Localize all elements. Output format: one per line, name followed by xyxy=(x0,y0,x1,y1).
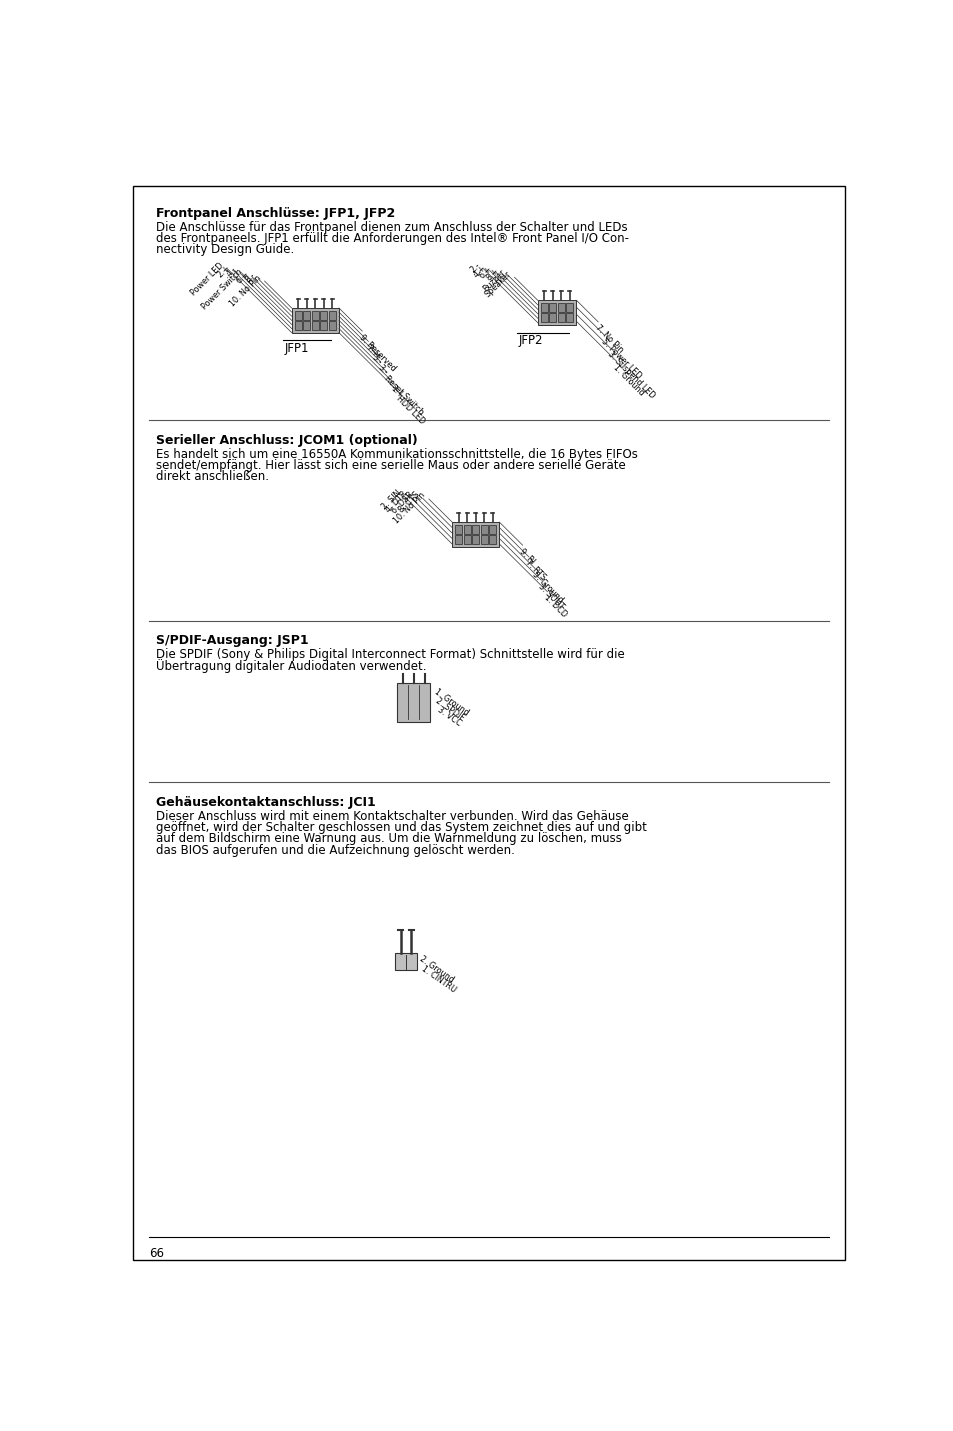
Bar xyxy=(463,535,470,544)
Bar xyxy=(480,535,487,544)
Text: Übertragung digitaler Audiodaten verwendet.: Übertragung digitaler Audiodaten verwend… xyxy=(156,660,427,674)
Text: 9. RI: 9. RI xyxy=(517,547,537,565)
Bar xyxy=(312,321,318,329)
Text: Power Switch: Power Switch xyxy=(200,268,244,311)
Text: Reset Switch: Reset Switch xyxy=(382,373,424,416)
Text: 1. Ground: 1. Ground xyxy=(611,363,646,398)
Bar xyxy=(489,535,496,544)
Text: HDD LED: HDD LED xyxy=(395,395,426,426)
Text: 8. CTS: 8. CTS xyxy=(396,491,420,515)
Text: 6. DSR: 6. DSR xyxy=(389,489,415,515)
Text: 2. SIN: 2. SIN xyxy=(379,488,402,511)
Text: 5.-: 5.- xyxy=(370,353,383,366)
Text: 66: 66 xyxy=(149,1246,164,1259)
Bar xyxy=(566,303,573,312)
Text: 1. Ground: 1. Ground xyxy=(432,687,470,717)
Text: 4. DTR: 4. DTR xyxy=(383,489,408,514)
Text: 2. SPDIF: 2. SPDIF xyxy=(434,695,466,723)
Text: 2. Ground: 2. Ground xyxy=(417,954,456,985)
Text: Power LED: Power LED xyxy=(190,260,226,298)
Text: 7. RTS: 7. RTS xyxy=(523,558,547,582)
Bar xyxy=(294,311,301,319)
Text: 5. Ground: 5. Ground xyxy=(530,570,564,604)
Bar xyxy=(540,303,547,312)
Text: 7. No Pin: 7. No Pin xyxy=(593,323,624,355)
Text: des Frontpaneels. JFP1 erfüllt die Anforderungen des Intel® Front Panel I/O Con-: des Frontpaneels. JFP1 erfüllt die Anfor… xyxy=(156,232,629,245)
Text: Es handelt sich um eine 16550A Kommunikationsschnittstelle, die 16 Bytes FIFOs: Es handelt sich um eine 16550A Kommunika… xyxy=(156,448,638,461)
Text: sendet/empfängt. Hier lässt sich eine serielle Maus oder andere serielle Geräte: sendet/empfängt. Hier lässt sich eine se… xyxy=(156,459,625,472)
Bar xyxy=(540,313,547,322)
Text: 2.+: 2.+ xyxy=(215,263,232,279)
Text: JFP2: JFP2 xyxy=(517,335,542,348)
Bar xyxy=(472,535,478,544)
Text: 3. Suspend LED: 3. Suspend LED xyxy=(605,349,656,401)
Bar xyxy=(397,683,430,721)
Text: Serieller Anschluss: JCOM1 (optional): Serieller Anschluss: JCOM1 (optional) xyxy=(156,434,417,448)
Text: 4.-: 4.- xyxy=(224,265,238,279)
Text: 1. DCD: 1. DCD xyxy=(542,594,568,620)
Text: 3. VCC: 3. VCC xyxy=(436,705,462,728)
Bar xyxy=(452,522,498,547)
Text: nectivity Design Guide.: nectivity Design Guide. xyxy=(156,243,294,256)
Bar xyxy=(329,321,335,329)
Bar xyxy=(312,311,318,319)
Bar xyxy=(480,525,487,534)
Bar xyxy=(558,313,564,322)
Text: 2.-: 2.- xyxy=(468,260,481,275)
Text: 7.+: 7.+ xyxy=(363,343,379,359)
Text: 8.+: 8.+ xyxy=(484,266,500,282)
Text: Frontpanel Anschlüsse: JFP1, JFP2: Frontpanel Anschlüsse: JFP1, JFP2 xyxy=(156,207,395,220)
Bar xyxy=(455,525,461,534)
Bar xyxy=(549,303,556,312)
Text: JFP1: JFP1 xyxy=(284,342,309,355)
Text: 3.-: 3.- xyxy=(375,363,389,378)
Bar xyxy=(320,321,327,329)
Bar xyxy=(303,311,310,319)
Bar xyxy=(320,311,327,319)
Text: 5. Power LED: 5. Power LED xyxy=(598,336,642,381)
Bar xyxy=(329,311,335,319)
Bar xyxy=(566,313,573,322)
Text: Die SPDIF (Sony & Philips Digital Interconnect Format) Schnittstelle wird für di: Die SPDIF (Sony & Philips Digital Interc… xyxy=(156,648,624,661)
Bar xyxy=(549,313,556,322)
Text: 1. CINTRU: 1. CINTRU xyxy=(419,964,456,995)
Bar xyxy=(489,525,496,534)
Bar xyxy=(292,308,338,332)
Bar xyxy=(303,321,310,329)
Bar xyxy=(395,953,416,970)
Text: Dieser Anschluss wird mit einem Kontaktschalter verbunden. Wird das Gehäuse: Dieser Anschluss wird mit einem Kontakts… xyxy=(156,810,629,823)
Bar xyxy=(537,301,576,325)
Text: geöffnet, wird der Schalter geschlossen und das System zeichnet dies auf und gib: geöffnet, wird der Schalter geschlossen … xyxy=(156,821,647,834)
Text: 9. Reserved: 9. Reserved xyxy=(357,332,397,372)
Text: 10. No Pin: 10. No Pin xyxy=(228,273,263,308)
Text: 3. SOUT: 3. SOUT xyxy=(536,581,565,611)
Text: Gehäusekontaktanschluss: JCI1: Gehäusekontaktanschluss: JCI1 xyxy=(156,796,375,809)
Text: direkt anschließen.: direkt anschließen. xyxy=(156,471,269,484)
Text: Die Anschlüsse für das Frontpanel dienen zum Anschluss der Schalter und LEDs: Die Anschlüsse für das Frontpanel dienen… xyxy=(156,220,627,235)
Bar xyxy=(472,525,478,534)
Text: 10. No Pin: 10. No Pin xyxy=(392,491,427,525)
Text: 4.+: 4.+ xyxy=(472,262,488,279)
Bar xyxy=(463,525,470,534)
Text: Speaker: Speaker xyxy=(482,269,513,299)
Bar xyxy=(294,321,301,329)
Text: S/PDIF-Ausgang: JSP1: S/PDIF-Ausgang: JSP1 xyxy=(156,634,309,647)
Text: auf dem Bildschirm eine Warnung aus. Um die Warnmeldung zu löschen, muss: auf dem Bildschirm eine Warnung aus. Um … xyxy=(156,833,621,846)
Text: das BIOS aufgerufen und die Aufzeichnung gelöscht werden.: das BIOS aufgerufen und die Aufzeichnung… xyxy=(156,843,515,857)
Text: 8.-: 8.- xyxy=(243,270,256,285)
Text: Buzzer: Buzzer xyxy=(480,268,506,293)
Bar xyxy=(455,535,461,544)
Text: 1.+: 1.+ xyxy=(388,384,404,401)
Text: 6.+: 6.+ xyxy=(234,269,251,285)
Bar xyxy=(558,303,564,312)
Text: 6.+: 6.+ xyxy=(477,265,494,280)
